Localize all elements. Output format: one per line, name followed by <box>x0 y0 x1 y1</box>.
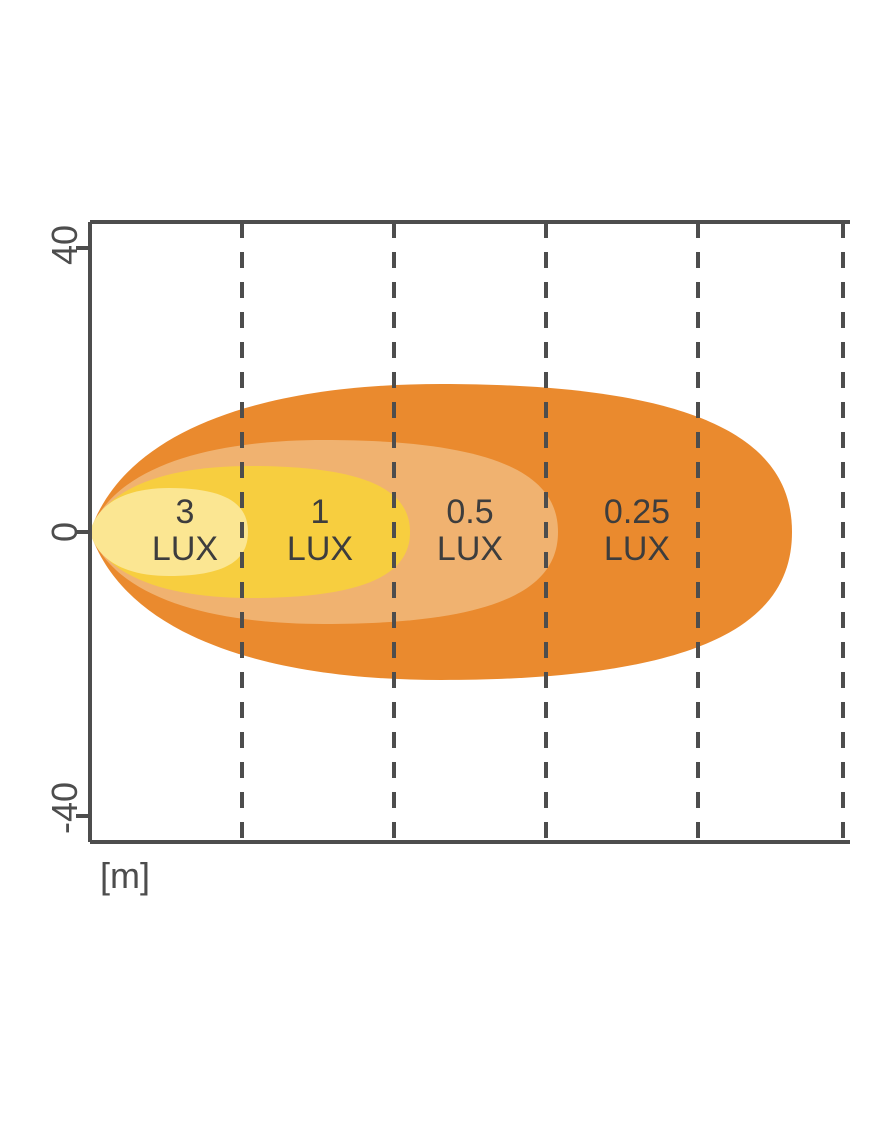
lux-unit-05: LUX <box>420 531 520 568</box>
lux-unit-1: LUX <box>280 531 360 568</box>
lux-label-05: 0.5 LUX <box>420 494 520 569</box>
lux-value-05: 0.5 <box>420 494 520 531</box>
lux-label-025: 0.25 LUX <box>582 494 692 569</box>
ytick-label-neg40: -40 <box>44 782 86 834</box>
lux-value-3: 3 <box>145 494 225 531</box>
lux-unit-3: LUX <box>145 531 225 568</box>
lux-value-1: 1 <box>280 494 360 531</box>
axis-unit-label: [m] <box>100 855 150 897</box>
lux-unit-025: LUX <box>582 531 692 568</box>
ytick-label-40: 40 <box>44 225 86 265</box>
lux-chart: { "chart": { "type": "light-distribution… <box>0 0 870 1131</box>
lux-value-025: 0.25 <box>582 494 692 531</box>
ytick-label-0: 0 <box>44 522 86 542</box>
lux-label-1: 1 LUX <box>280 494 360 569</box>
lux-label-3: 3 LUX <box>145 494 225 569</box>
